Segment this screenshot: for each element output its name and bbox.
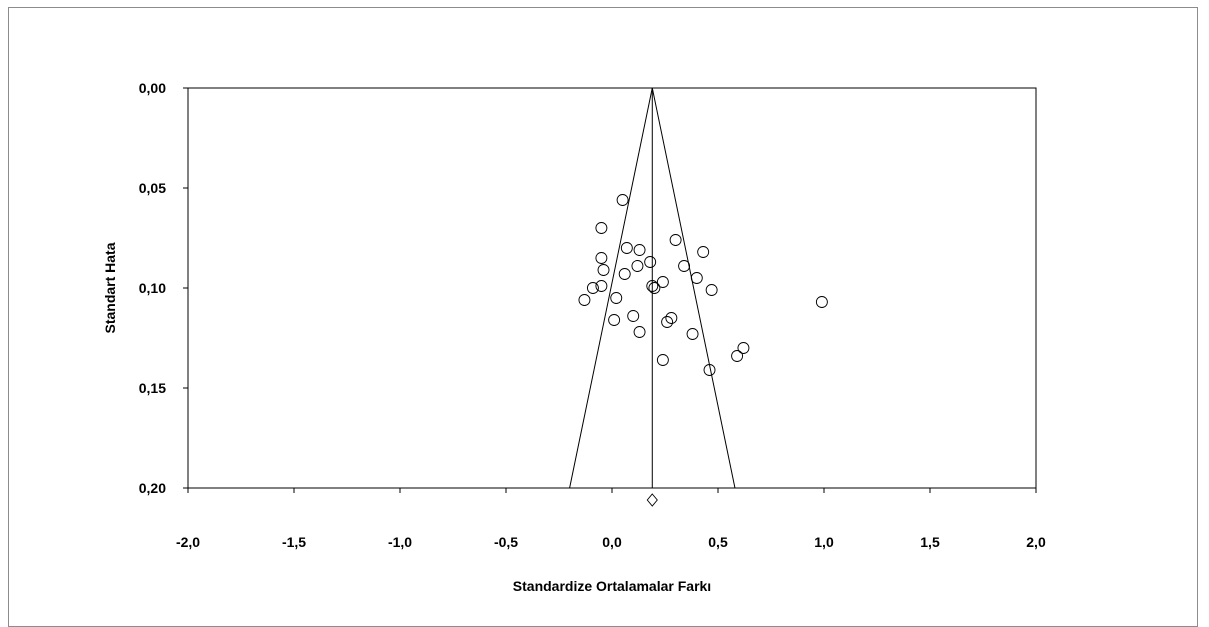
study-point — [686, 328, 699, 340]
study-point — [669, 234, 682, 246]
x-tick-label: -0,5 — [494, 534, 518, 550]
x-tick-label: 0,5 — [708, 534, 728, 550]
y-tick-label: 0,15 — [139, 380, 166, 396]
study-point — [731, 350, 744, 362]
x-tick-label: 1,5 — [920, 534, 940, 550]
study-point — [620, 242, 633, 254]
study-point — [618, 268, 631, 280]
x-tick-label: -1,5 — [282, 534, 306, 550]
x-tick-label: -2,0 — [176, 534, 200, 550]
study-point — [616, 194, 629, 206]
funnel-right-line — [651, 87, 736, 489]
study-point — [697, 246, 710, 258]
summary-diamond — [646, 493, 658, 507]
study-point — [646, 280, 659, 292]
study-point — [595, 280, 608, 292]
x-tick-label: 1,0 — [814, 534, 834, 550]
y-tick-label: 0,20 — [139, 480, 166, 496]
x-tick-label: 0,0 — [602, 534, 622, 550]
study-point — [610, 292, 623, 304]
study-point — [578, 294, 591, 306]
study-point — [661, 316, 674, 328]
study-point — [703, 364, 716, 376]
study-point — [633, 326, 646, 338]
study-point — [627, 310, 640, 322]
x-tick-label: -1,0 — [388, 534, 412, 550]
funnel-left-line — [569, 87, 653, 489]
study-point — [633, 244, 646, 256]
study-point — [665, 312, 678, 324]
study-point — [595, 222, 608, 234]
study-point — [705, 284, 718, 296]
study-point — [648, 282, 661, 294]
study-point — [678, 260, 691, 272]
study-point — [815, 296, 828, 308]
y-tick-label: 0,00 — [139, 80, 166, 96]
study-point — [595, 252, 608, 264]
study-point — [656, 276, 669, 288]
study-point — [597, 264, 610, 276]
study-point — [737, 342, 750, 354]
plot-area-border — [187, 87, 1037, 489]
study-point — [608, 314, 621, 326]
x-tick-label: 2,0 — [1026, 534, 1046, 550]
y-axis-title: Standart Hata — [102, 242, 118, 333]
study-point — [586, 282, 599, 294]
study-point — [656, 354, 669, 366]
study-point — [644, 256, 657, 268]
y-tick-label: 0,05 — [139, 180, 166, 196]
x-axis-title: Standardize Ortalamalar Farkı — [513, 578, 711, 594]
y-tick-label: 0,10 — [139, 280, 166, 296]
study-point — [631, 260, 644, 272]
study-point — [690, 272, 703, 284]
